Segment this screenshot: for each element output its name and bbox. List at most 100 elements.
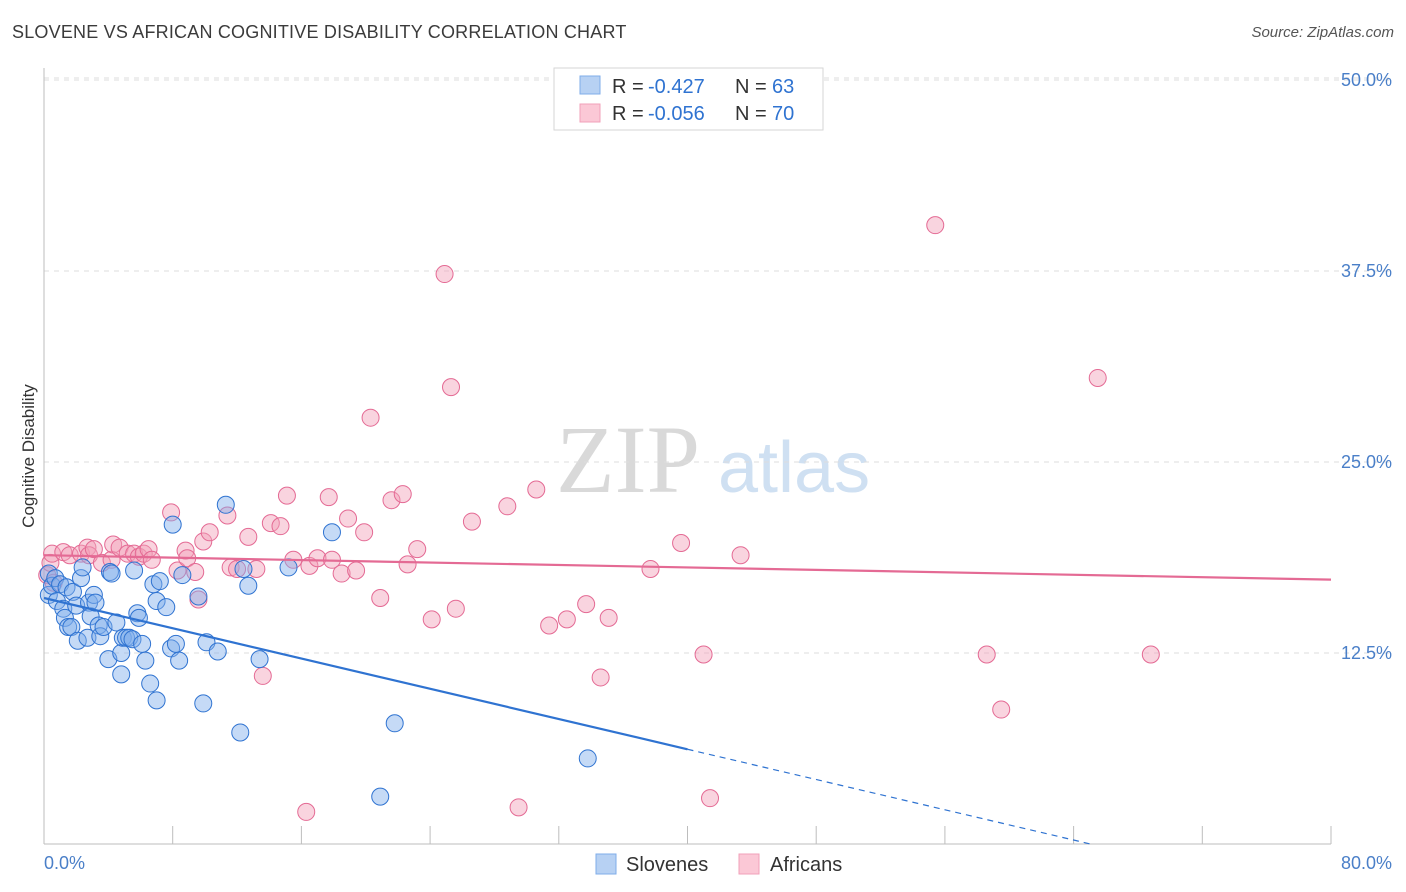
africans-point (339, 509, 358, 528)
stats-legend-swatch-africans (579, 103, 601, 123)
slovenes-point (250, 650, 269, 669)
x-tick-label-min: 0.0% (44, 853, 85, 873)
africans-point (319, 488, 338, 507)
trendlines (43, 554, 1332, 845)
series-legend: Slovenes Africans (595, 853, 842, 876)
y-tick-label: 12.5% (1341, 643, 1392, 663)
stats-legend-swatch-slovenes (579, 75, 601, 95)
slovenes-point (84, 585, 103, 604)
y-tick-label: 50.0% (1341, 70, 1392, 90)
stats-legend-r-label-2: R = (612, 103, 644, 125)
slovenes-point (231, 723, 250, 742)
slovenes-trendline-extension (687, 748, 1091, 845)
africans-point (577, 595, 596, 614)
africans-point (926, 216, 945, 235)
slovenes-point (63, 582, 82, 601)
slovenes-point (147, 691, 166, 710)
slovenes-point (385, 714, 404, 733)
africans-point (371, 588, 390, 607)
africans-point (239, 527, 258, 546)
watermark-zip: ZIP (556, 406, 700, 513)
slovenes-point (239, 576, 258, 595)
africans-points (38, 216, 1160, 821)
africans-point (462, 512, 481, 531)
africans-point (1088, 368, 1107, 387)
africans-point (347, 561, 366, 580)
africans-point (228, 559, 247, 578)
slovenes-point (279, 558, 298, 577)
slovenes-point (150, 572, 169, 591)
africans-point (176, 541, 195, 560)
source-label: Source: ZipAtlas.com (1251, 24, 1394, 41)
stats-legend-r-value-2: -0.056 (648, 103, 705, 125)
slovenes-point (147, 592, 166, 611)
y-tick-label: 25.0% (1341, 452, 1392, 472)
africans-point (361, 408, 380, 427)
africans-point (1141, 645, 1160, 664)
slovenes-point (216, 495, 235, 514)
africans-point (694, 645, 713, 664)
stats-legend-n-label-1: N = (735, 76, 767, 98)
stats-legend-n-value-1: 63 (772, 76, 794, 98)
slovenes-point (208, 642, 227, 661)
stats-legend-n-value-2: 70 (772, 103, 794, 125)
africans-point (43, 544, 62, 563)
africans-point (253, 666, 272, 685)
africans-point (355, 523, 374, 542)
slovenes-point (189, 587, 208, 606)
legend-swatch-slovenes (595, 853, 617, 875)
africans-point (408, 540, 427, 559)
africans-point (308, 549, 327, 568)
africans-point (641, 559, 660, 578)
africans-point (672, 533, 691, 552)
slovenes-point (125, 561, 144, 580)
y-tick-labels: 12.5% 25.0% 37.5% 50.0% (1341, 70, 1392, 663)
legend-label-slovenes: Slovenes (626, 854, 708, 876)
africans-point (527, 480, 546, 499)
africans-point (271, 517, 290, 536)
africans-point (446, 599, 465, 618)
stats-legend-n-label-2: N = (735, 103, 767, 125)
slovenes-point (170, 651, 189, 670)
africans-point (731, 546, 750, 565)
slovenes-trendline (43, 596, 688, 751)
chart-title: SLOVENE VS AFRICAN COGNITIVE DISABILITY … (12, 22, 627, 42)
slovenes-point (578, 749, 597, 768)
slovenes-point (166, 634, 185, 653)
africans-point (393, 485, 412, 504)
africans-point (332, 564, 351, 583)
stats-legend-r-label-1: R = (612, 76, 644, 98)
slovenes-point (102, 564, 121, 583)
africans-point (992, 700, 1011, 719)
legend-swatch-africans (738, 853, 760, 875)
slovenes-point (136, 651, 155, 670)
watermark-atlas: atlas (718, 428, 870, 508)
africans-point (261, 514, 280, 533)
slovenes-point (322, 523, 341, 542)
slovenes-points (39, 495, 597, 806)
africans-point (194, 532, 213, 551)
slovenes-point (371, 787, 390, 806)
x-ticks (172, 826, 1332, 844)
slovenes-point (173, 566, 192, 585)
africans-point (382, 491, 401, 510)
slovenes-point (123, 630, 142, 649)
africans-trendline (43, 554, 1332, 581)
y-axis-title: Cognitive Disability (19, 384, 38, 528)
africans-point (435, 265, 454, 284)
africans-point (200, 523, 219, 542)
x-tick-label-max: 80.0% (1341, 853, 1392, 873)
y-tick-label: 37.5% (1341, 261, 1392, 281)
slovenes-point (57, 578, 76, 597)
africans-point (142, 550, 161, 569)
watermark: ZIP atlas (556, 406, 870, 513)
africans-point (398, 555, 417, 574)
slovenes-point (78, 628, 97, 647)
africans-point (442, 378, 461, 397)
africans-point (557, 610, 576, 629)
africans-point (701, 789, 720, 808)
africans-point (509, 798, 528, 817)
slovenes-point (141, 674, 160, 693)
slovenes-point (112, 644, 131, 662)
africans-point (498, 497, 517, 516)
